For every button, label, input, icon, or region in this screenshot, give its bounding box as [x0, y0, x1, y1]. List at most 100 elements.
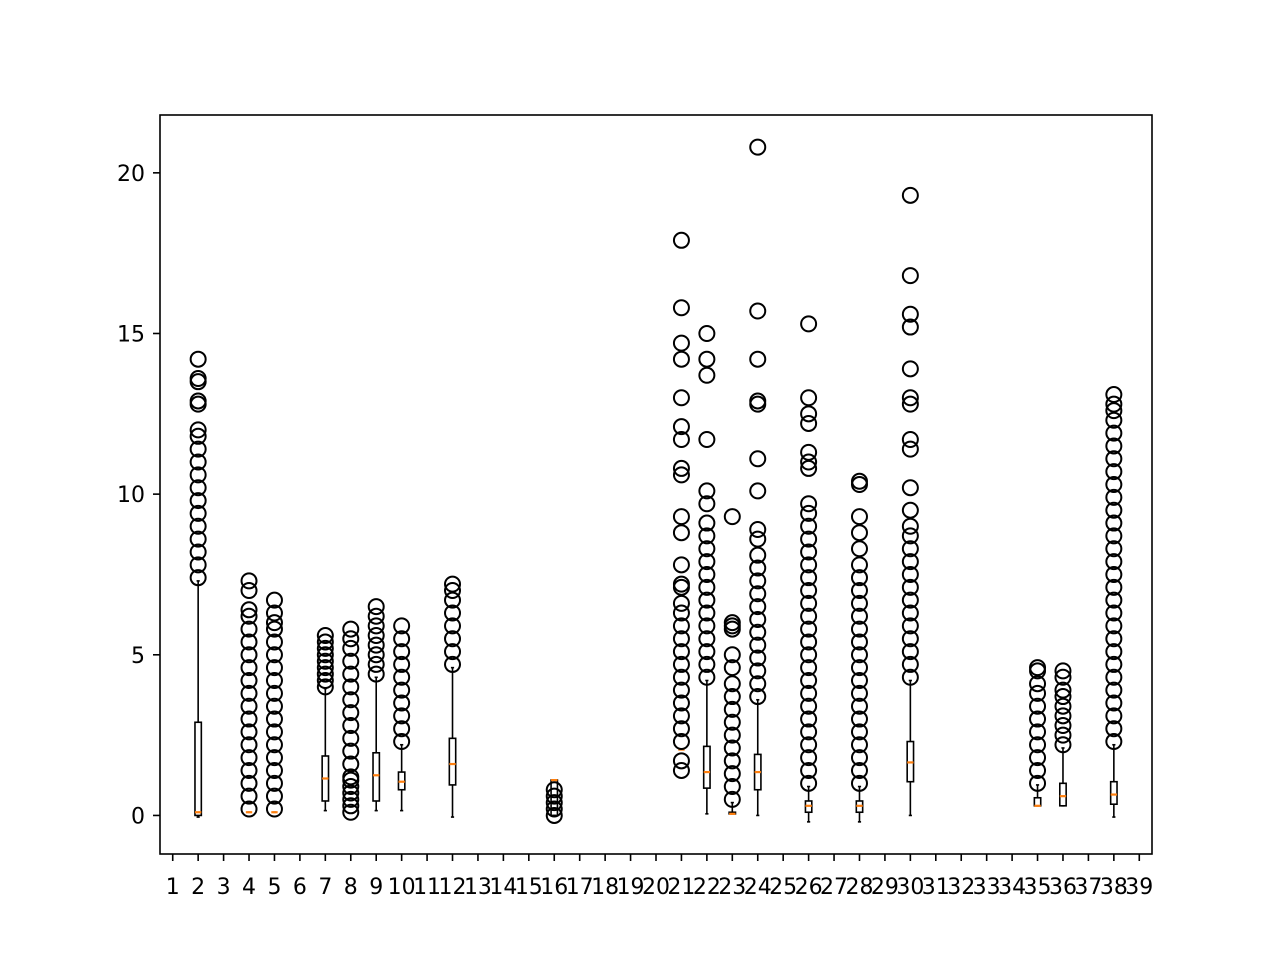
flier-point	[800, 723, 818, 741]
flier-point	[672, 707, 690, 725]
flier-point	[189, 556, 207, 574]
flier-point	[189, 440, 207, 458]
flier-point	[698, 350, 716, 368]
flier-point	[265, 723, 283, 741]
box-group-21	[672, 231, 690, 779]
flier-point	[393, 668, 411, 686]
flier-point	[240, 736, 258, 754]
flier-point	[901, 643, 919, 661]
x-tick-label: 21	[667, 875, 695, 900]
flier-point	[749, 610, 767, 628]
flier-point	[265, 591, 283, 609]
flier-point	[672, 694, 690, 712]
box-group-7	[316, 627, 334, 812]
flier-point	[749, 636, 767, 654]
flier-point	[723, 778, 741, 796]
flier-point	[850, 646, 868, 664]
box-group-9	[367, 598, 385, 812]
flier-point	[1105, 707, 1123, 725]
flier-point	[850, 540, 868, 558]
x-tick-label: 12	[439, 875, 467, 900]
flier-point	[901, 267, 919, 285]
flier-point	[393, 655, 411, 673]
x-tick-label: 11	[413, 875, 441, 900]
y-tick-label: 20	[117, 162, 145, 187]
flier-point	[1054, 681, 1072, 699]
flier-point	[800, 443, 818, 461]
flier-point	[1029, 774, 1047, 792]
box-iqr	[448, 737, 457, 786]
x-tick-label: 39	[1125, 875, 1153, 900]
flier-point	[850, 620, 868, 638]
box-group-38	[1105, 386, 1123, 818]
flier-point	[800, 389, 818, 407]
flier-point	[367, 655, 385, 673]
flier-point	[901, 517, 919, 535]
flier-point	[240, 800, 258, 818]
flier-point	[265, 659, 283, 677]
flier-point	[672, 761, 690, 779]
flier-point	[342, 665, 360, 683]
flier-point	[1105, 402, 1123, 420]
flier-point	[901, 395, 919, 413]
x-tick-label: 6	[293, 875, 307, 900]
flier-point	[240, 684, 258, 702]
flier-point	[850, 671, 868, 689]
x-tick-label: 26	[795, 875, 823, 900]
flier-point	[316, 678, 334, 696]
flier-point	[672, 752, 690, 770]
x-tick-label: 1	[166, 875, 180, 900]
flier-point	[342, 639, 360, 657]
flier-point	[316, 659, 334, 677]
x-tick-label: 24	[744, 875, 772, 900]
x-tick-label: 7	[318, 875, 332, 900]
box-iqr	[702, 745, 711, 789]
flier-point	[240, 787, 258, 805]
flier-point	[393, 720, 411, 738]
box-group-2	[189, 350, 207, 818]
box-group-5	[265, 591, 283, 818]
flier-point	[800, 530, 818, 548]
flier-point	[1029, 723, 1047, 741]
flier-point	[545, 800, 563, 818]
flier-point	[672, 418, 690, 436]
flier-point	[1105, 463, 1123, 481]
flier-point	[1105, 437, 1123, 455]
flier-point	[265, 800, 283, 818]
flier-point	[723, 614, 741, 632]
flier-point	[698, 565, 716, 583]
flier-point	[850, 607, 868, 625]
flier-point	[672, 594, 690, 612]
flier-point	[901, 553, 919, 571]
flier-point	[1105, 694, 1123, 712]
flier-point	[444, 630, 462, 648]
flier-point	[444, 604, 462, 622]
flier-point	[1105, 553, 1123, 571]
flier-point	[698, 591, 716, 609]
flier-point	[800, 405, 818, 423]
flier-point	[1105, 411, 1123, 429]
flier-point	[800, 710, 818, 728]
flier-point	[1105, 488, 1123, 506]
flier-point	[800, 459, 818, 477]
flier-point	[316, 639, 334, 657]
box-iqr	[372, 751, 381, 802]
x-tick-label: 4	[242, 875, 256, 900]
flier-point	[189, 427, 207, 445]
flier-point	[265, 633, 283, 651]
flier-point	[800, 671, 818, 689]
x-tick-label: 19	[617, 875, 645, 900]
flier-point	[901, 604, 919, 622]
box-group-28	[850, 472, 868, 823]
flier-point	[850, 633, 868, 651]
flier-point	[240, 749, 258, 767]
flier-point	[342, 620, 360, 638]
flier-point	[1105, 578, 1123, 596]
flier-point	[316, 646, 334, 664]
flier-point	[189, 517, 207, 535]
flier-point	[672, 524, 690, 542]
x-tick-label: 29	[871, 875, 899, 900]
flier-point	[265, 774, 283, 792]
x-tick-label: 2	[191, 875, 205, 900]
flier-point	[367, 665, 385, 683]
